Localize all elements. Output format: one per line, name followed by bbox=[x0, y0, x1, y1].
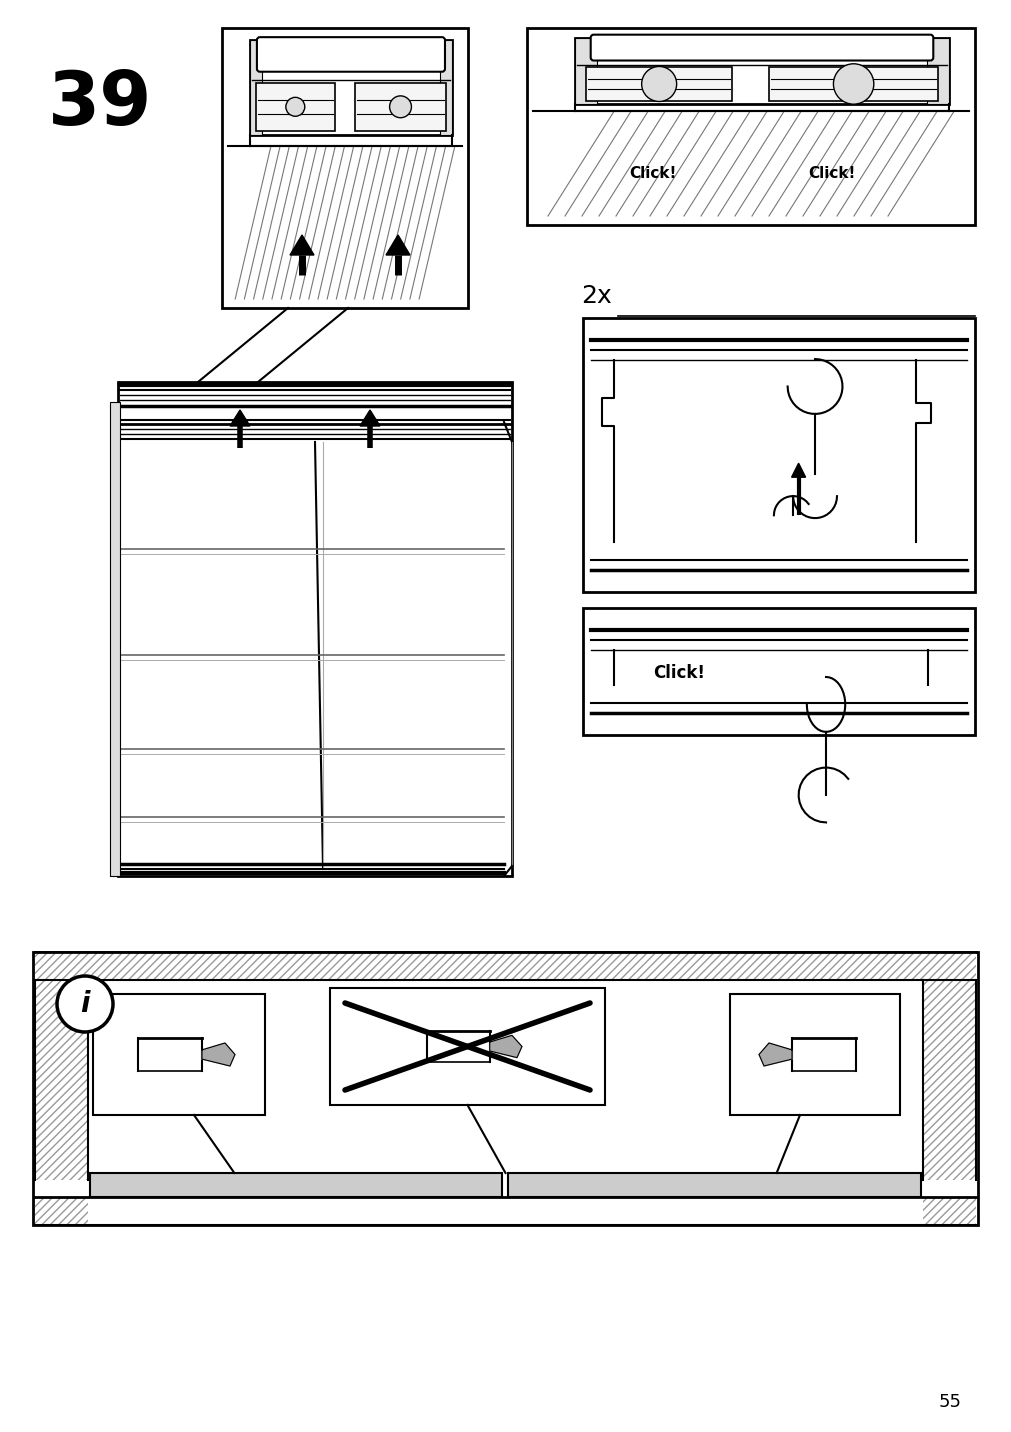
Polygon shape bbox=[791, 463, 805, 477]
Bar bbox=[768, 67, 937, 100]
Bar bbox=[330, 988, 605, 1106]
Bar bbox=[35, 1197, 88, 1224]
Bar bbox=[582, 609, 974, 735]
Circle shape bbox=[389, 96, 411, 117]
Bar bbox=[585, 67, 731, 100]
Bar bbox=[35, 979, 88, 1180]
Circle shape bbox=[641, 66, 676, 102]
Polygon shape bbox=[360, 410, 379, 425]
Circle shape bbox=[57, 977, 113, 1032]
Bar bbox=[110, 402, 120, 876]
Bar bbox=[574, 37, 948, 105]
Bar bbox=[527, 29, 974, 225]
Polygon shape bbox=[202, 1042, 235, 1065]
Text: Click!: Click! bbox=[628, 166, 675, 182]
Bar bbox=[120, 407, 510, 420]
Text: Click!: Click! bbox=[807, 166, 854, 182]
Bar bbox=[33, 952, 977, 1224]
Text: 2x: 2x bbox=[580, 284, 611, 308]
Bar bbox=[922, 979, 975, 1180]
Bar bbox=[574, 37, 596, 105]
Bar bbox=[926, 37, 948, 105]
Polygon shape bbox=[385, 235, 409, 255]
Polygon shape bbox=[229, 410, 250, 425]
Text: Click!: Click! bbox=[653, 664, 705, 682]
Bar bbox=[35, 952, 975, 979]
Bar bbox=[90, 1173, 502, 1197]
Polygon shape bbox=[489, 1035, 522, 1058]
Bar bbox=[250, 40, 262, 136]
FancyBboxPatch shape bbox=[257, 37, 445, 72]
Bar bbox=[93, 994, 265, 1116]
Bar bbox=[922, 1197, 975, 1224]
Circle shape bbox=[285, 97, 304, 116]
Bar bbox=[118, 382, 512, 876]
Bar bbox=[221, 29, 467, 308]
Text: 55: 55 bbox=[938, 1393, 961, 1411]
Text: i: i bbox=[80, 990, 90, 1018]
Polygon shape bbox=[290, 235, 313, 255]
Bar bbox=[440, 40, 452, 136]
Bar bbox=[355, 83, 446, 130]
Text: 39: 39 bbox=[48, 67, 153, 140]
Bar bbox=[508, 1173, 920, 1197]
Bar bbox=[256, 83, 335, 130]
Circle shape bbox=[833, 64, 872, 105]
Bar bbox=[729, 994, 899, 1116]
Bar bbox=[582, 318, 974, 591]
FancyBboxPatch shape bbox=[590, 34, 932, 60]
Bar bbox=[250, 40, 452, 136]
Polygon shape bbox=[758, 1042, 792, 1065]
